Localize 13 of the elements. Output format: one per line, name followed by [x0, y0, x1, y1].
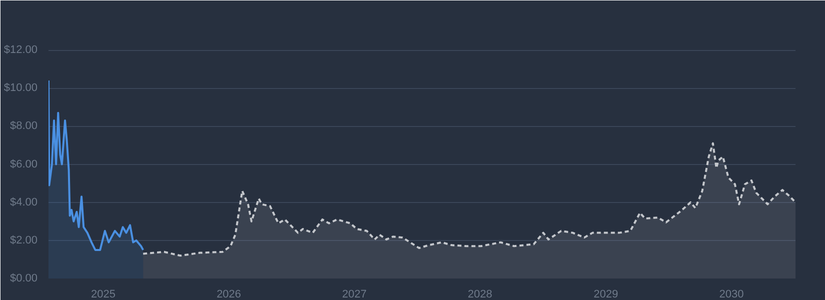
x-tick-label: 2029	[594, 288, 618, 300]
y-tick-label: $12.00	[4, 44, 38, 56]
y-tick-label: $8.00	[10, 120, 38, 132]
y-tick-label: $10.00	[4, 82, 38, 94]
y-tick-label: $0.00	[10, 272, 38, 284]
y-tick-label: $2.00	[10, 234, 38, 246]
y-tick-label: $4.00	[10, 196, 38, 208]
x-tick-label: 2030	[719, 288, 744, 300]
y-tick-label: $6.00	[10, 158, 38, 170]
x-tick-label: 2025	[90, 288, 116, 300]
x-tick-label: 2027	[342, 288, 367, 300]
x-tick-label: 2028	[468, 288, 492, 300]
x-tick-label: 2026	[216, 288, 242, 300]
